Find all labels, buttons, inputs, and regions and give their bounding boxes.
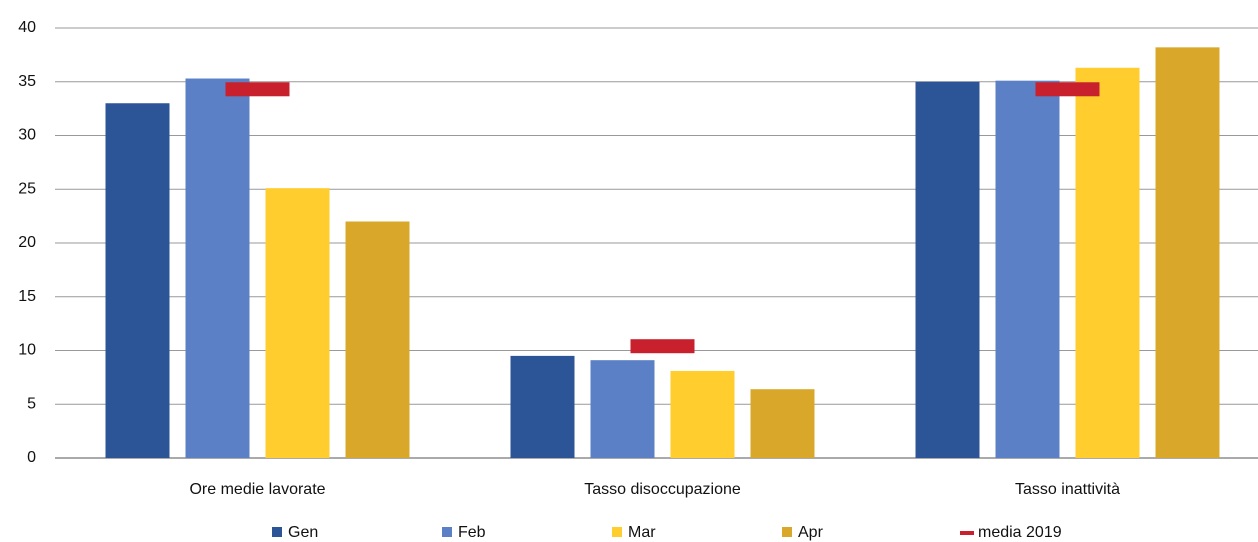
y-tick-label: 10 [18, 342, 36, 359]
legend-swatch [612, 527, 622, 537]
bar [995, 80, 1060, 459]
bar [185, 78, 250, 459]
bar [1075, 67, 1140, 459]
y-tick-label: 15 [18, 288, 36, 305]
y-tick-label: 40 [18, 19, 36, 36]
y-tick-label: 30 [18, 127, 36, 144]
y-tick-label: 20 [18, 234, 36, 251]
bar [1155, 47, 1220, 458]
legend-label: Apr [798, 524, 824, 541]
x-tick-label: Tasso inattività [1015, 481, 1120, 498]
legend-label: media 2019 [978, 524, 1062, 541]
x-tick-label: Ore medie lavorate [189, 481, 325, 498]
legend-label: Mar [628, 524, 656, 541]
bar [265, 188, 330, 459]
bar [510, 355, 575, 458]
legend-swatch [272, 527, 282, 537]
legend-label: Feb [458, 524, 486, 541]
bar [345, 221, 410, 458]
x-tick-label: Tasso disoccupazione [584, 481, 741, 498]
legend-swatch [442, 527, 452, 537]
bar [590, 360, 655, 458]
bar [105, 103, 170, 458]
average-marker [1035, 82, 1100, 97]
legend-swatch [782, 527, 792, 537]
y-tick-label: 35 [18, 73, 36, 90]
bar [670, 370, 735, 458]
bar [915, 81, 980, 458]
y-tick-label: 0 [27, 449, 36, 466]
bar [750, 389, 815, 458]
legend-swatch [960, 531, 974, 535]
y-tick-label: 25 [18, 180, 36, 197]
average-marker [630, 339, 695, 354]
legend-label: Gen [288, 524, 318, 541]
y-tick-label: 5 [27, 395, 36, 412]
average-marker [225, 82, 290, 97]
